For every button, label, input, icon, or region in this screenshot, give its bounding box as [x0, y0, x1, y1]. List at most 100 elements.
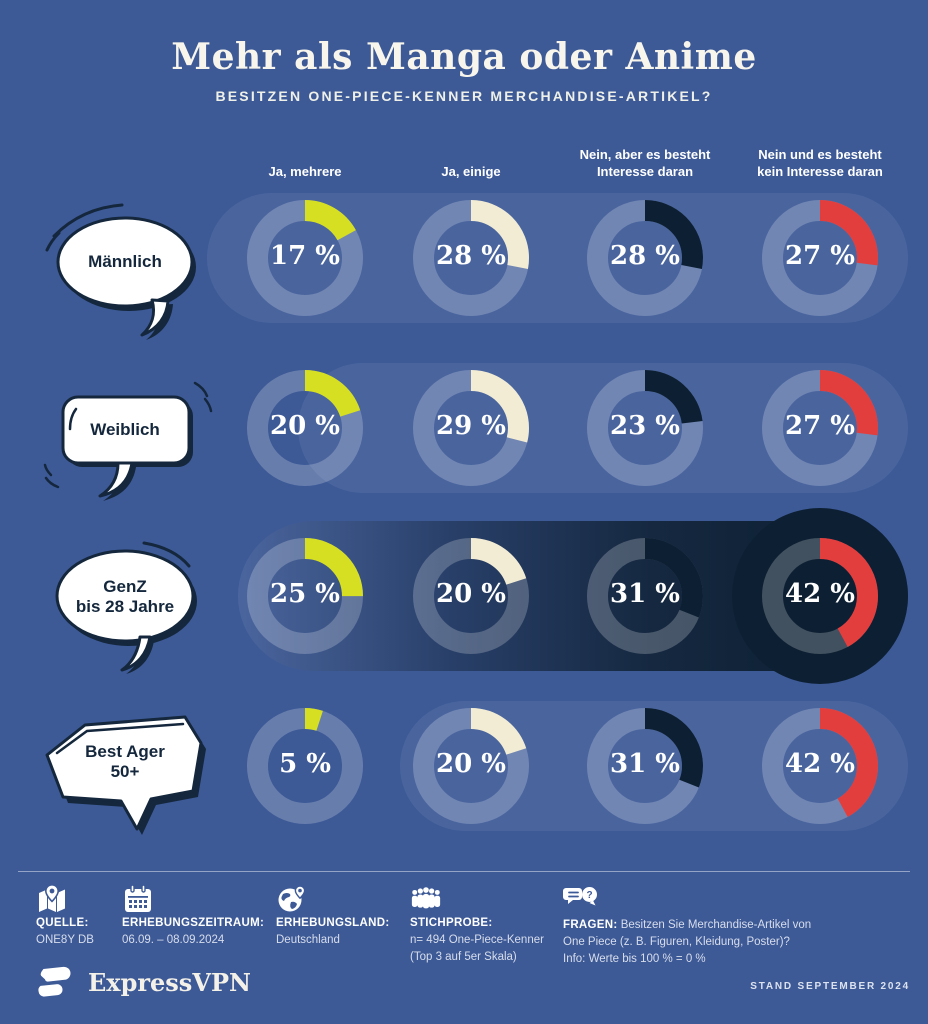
donut-arc: [413, 200, 529, 316]
donut-arc: [247, 538, 363, 654]
column-header: Nein, aber es besteht Interesse daran: [550, 132, 740, 180]
country-label: ERHEBUNGSLAND:: [276, 917, 390, 929]
donut-chart: [587, 708, 703, 824]
group-label: GenZ bis 28 Jahre: [50, 577, 200, 617]
donut-value: 20 %: [436, 749, 506, 779]
donut-arc: [247, 708, 363, 824]
column-header-line: kein Interesse daran: [757, 164, 883, 179]
donut-chart: [247, 200, 363, 316]
speech-bubble: [45, 203, 196, 340]
column-header: Ja, einige: [376, 132, 566, 180]
questions-line1: Besitzen Sie Merchandise-Artikel von: [620, 919, 812, 931]
column-header-line: Ja, mehrere: [268, 164, 342, 179]
people-group-icon: [411, 887, 441, 909]
donut-arc: [413, 370, 529, 486]
donut-value: 25 %: [270, 579, 340, 609]
donut-arc: [587, 370, 703, 486]
donut-chart: [587, 538, 703, 654]
column-header: Ja, mehrere: [210, 132, 400, 180]
donut-value: 31 %: [610, 579, 680, 609]
donut-chart: [247, 370, 363, 486]
donut-chart: [762, 370, 878, 486]
column-header-line: Nein, aber es besteht: [579, 147, 711, 162]
group-label: Best Ager 50+: [50, 742, 200, 782]
svg-text:?: ?: [586, 890, 592, 901]
donut-value: 28 %: [436, 241, 506, 271]
column-header-line: Interesse daran: [596, 164, 694, 179]
speech-bubble: [45, 715, 206, 835]
stand-date: STAND SEPTEMBER 2024: [750, 981, 910, 992]
column-header-line: Ja, einige: [441, 164, 501, 179]
donut-chart: [413, 370, 529, 486]
questions-line3: Info: Werte bis 100 % = 0 %: [563, 953, 706, 965]
footer-period: ERHEBUNGSZEITRAUM: 06.09. – 08.09.2024: [122, 884, 267, 949]
footer-questions: ? FRAGEN: Besitzen Sie Merchandise-Artik…: [563, 884, 893, 968]
group-label-line: Weiblich: [90, 420, 160, 439]
footer-sample: STICHPROBE: n= 494 One-Piece-Kenner (Top…: [410, 884, 550, 966]
footer-source: QUELLE: ONE8Y DB: [36, 884, 116, 949]
sample-value-line1: n= 494 One-Piece-Kenner: [410, 934, 544, 946]
donut-grid: Ja, mehrere Ja, einige Nein, aber es beste…: [43, 132, 915, 835]
group-label: Männlich: [50, 252, 200, 272]
group-label-line: Best Ager: [85, 742, 165, 761]
donut-arc: [413, 708, 529, 824]
donut-arc: [413, 538, 529, 654]
footer-country: ERHEBUNGSLAND: Deutschland: [276, 884, 396, 949]
globe-pin-icon: [278, 885, 306, 912]
calendar-icon: [125, 884, 151, 912]
donut-value: 27 %: [785, 411, 855, 441]
group-label: Weiblich: [50, 420, 200, 440]
donut-chart: [413, 708, 529, 824]
donut-chart: [247, 538, 363, 654]
donut-arc: [762, 538, 878, 654]
donut-chart: [587, 200, 703, 316]
donut-value: 28 %: [610, 241, 680, 271]
donut-chart: [413, 538, 529, 654]
donut-arc: [587, 538, 703, 654]
donut-value: 20 %: [436, 579, 506, 609]
donut-chart: [762, 538, 878, 654]
chat-bubbles-icon: ?: [563, 887, 597, 906]
sample-label: STICHPROBE:: [410, 917, 493, 929]
donut-value: 42 %: [785, 749, 855, 779]
page-title: Mehr als Manga oder Anime: [171, 36, 757, 78]
donut-arc: [762, 200, 878, 316]
expressvpn-logo-icon: [38, 966, 71, 997]
column-header-line: Nein und es besteht: [758, 147, 882, 162]
donut-arc: [762, 370, 878, 486]
donut-value: 29 %: [436, 411, 506, 441]
page-subtitle: BESITZEN ONE-PIECE-KENNER MERCHANDISE-AR…: [215, 88, 713, 104]
highlight-halo: [732, 508, 908, 684]
donut-value: 42 %: [785, 579, 855, 609]
donut-chart: [762, 200, 878, 316]
row-band: [298, 363, 908, 493]
column-header: Nein und es besteht kein Interesse daran: [725, 132, 915, 180]
period-label: ERHEBUNGSZEITRAUM:: [122, 917, 265, 929]
donut-arc: [762, 708, 878, 824]
donut-value: 27 %: [785, 241, 855, 271]
donut-chart: [413, 200, 529, 316]
donut-value: 17 %: [270, 241, 340, 271]
source-value: ONE8Y DB: [36, 934, 94, 946]
questions-label: FRAGEN:: [563, 919, 618, 931]
donut-value: 5 %: [279, 749, 331, 779]
country-value: Deutschland: [276, 934, 340, 946]
donut-chart: [762, 708, 878, 824]
source-label: QUELLE:: [36, 917, 89, 929]
group-label-line: GenZ: [103, 577, 147, 596]
group-label-line: bis 28 Jahre: [75, 597, 175, 616]
donut-value: 23 %: [610, 411, 680, 441]
period-value: 06.09. – 08.09.2024: [122, 934, 225, 946]
donut-value: 20 %: [270, 411, 340, 441]
footer-divider: [18, 871, 910, 872]
map-pin-icon: [39, 884, 65, 912]
group-label-line: Männlich: [88, 252, 162, 271]
speech-bubble: [55, 541, 197, 674]
sample-value-line2: (Top 3 auf 5er Skala): [410, 951, 517, 963]
donut-arc: [587, 708, 703, 824]
questions-line2: One Piece (z. B. Figuren, Kleidung, Post…: [563, 936, 790, 948]
donut-chart: [247, 708, 363, 824]
donut-value: 31 %: [610, 749, 680, 779]
donut-arc: [587, 200, 703, 316]
speech-bubble: [43, 381, 213, 501]
